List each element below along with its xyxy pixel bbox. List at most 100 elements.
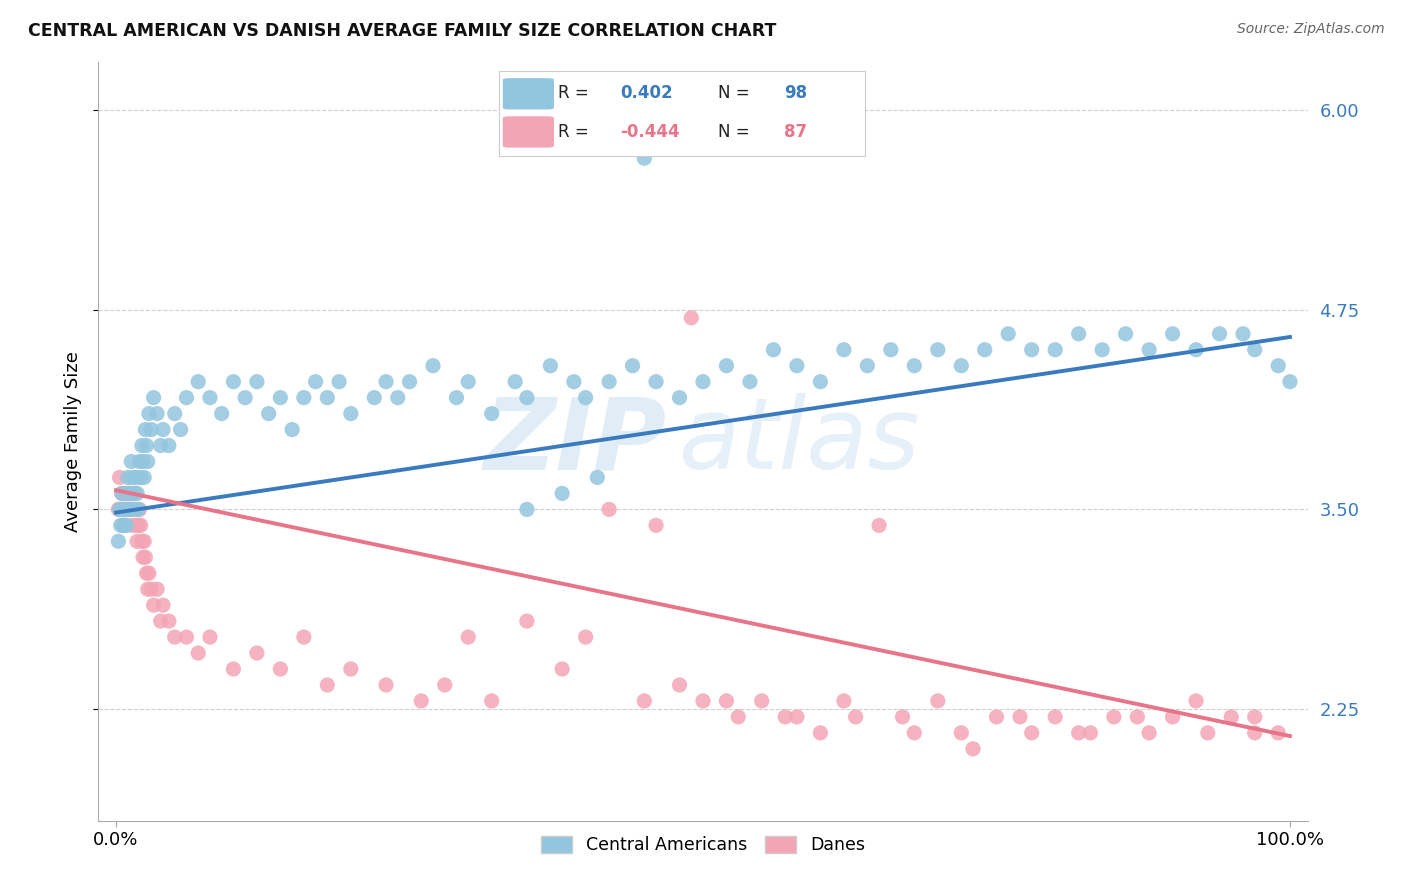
Text: CENTRAL AMERICAN VS DANISH AVERAGE FAMILY SIZE CORRELATION CHART: CENTRAL AMERICAN VS DANISH AVERAGE FAMIL… [28, 22, 776, 40]
Point [457, 630, 479, 644]
Point [845, 710, 868, 724]
Point [222, 375, 245, 389]
Point [551, 486, 574, 500]
Point [122, 502, 145, 516]
Text: N =: N = [718, 85, 749, 103]
Point [832, 343, 855, 357]
Point [304, 375, 326, 389]
Point [149, 438, 172, 452]
Point [112, 518, 135, 533]
Point [363, 391, 385, 405]
Point [927, 343, 949, 357]
Point [1021, 343, 1043, 357]
Point [1115, 326, 1137, 341]
Point [117, 486, 139, 500]
Point [633, 694, 655, 708]
Point [292, 391, 315, 405]
Point [316, 391, 339, 405]
Point [128, 502, 150, 516]
Point [107, 534, 129, 549]
Point [446, 391, 468, 405]
Point [1126, 710, 1149, 724]
Text: Source: ZipAtlas.com: Source: ZipAtlas.com [1237, 22, 1385, 37]
Point [786, 710, 808, 724]
Point [111, 486, 134, 500]
Point [163, 407, 186, 421]
Point [375, 375, 398, 389]
Point [973, 343, 995, 357]
Point [681, 310, 703, 325]
Point [575, 391, 598, 405]
Point [986, 710, 1008, 724]
Point [157, 438, 180, 452]
Point [751, 694, 773, 708]
Point [1067, 326, 1090, 341]
Point [152, 598, 174, 612]
Point [692, 375, 714, 389]
Point [1243, 710, 1265, 724]
Point [340, 407, 363, 421]
Point [176, 630, 198, 644]
Point [1008, 710, 1031, 724]
Point [129, 518, 152, 533]
Point [551, 662, 574, 676]
Point [169, 423, 191, 437]
Point [120, 454, 142, 468]
Point [716, 359, 738, 373]
Point [1267, 726, 1289, 740]
Point [340, 662, 363, 676]
Point [1021, 726, 1043, 740]
Point [134, 423, 156, 437]
Point [950, 359, 973, 373]
Point [645, 375, 668, 389]
Legend: Central Americans, Danes: Central Americans, Danes [534, 829, 872, 862]
Point [110, 518, 132, 533]
Point [962, 741, 984, 756]
Point [222, 662, 245, 676]
Point [1232, 326, 1254, 341]
Point [1137, 343, 1160, 357]
Point [112, 518, 135, 533]
Point [136, 582, 159, 597]
Point [142, 391, 165, 405]
Point [773, 710, 796, 724]
Point [292, 630, 315, 644]
Point [138, 407, 160, 421]
Point [692, 694, 714, 708]
Point [1091, 343, 1114, 357]
Point [233, 391, 256, 405]
Point [124, 502, 146, 516]
Point [950, 726, 973, 740]
Y-axis label: Average Family Size: Average Family Size [65, 351, 83, 532]
Point [114, 502, 136, 516]
Point [163, 630, 186, 644]
Point [110, 502, 132, 516]
Point [516, 391, 538, 405]
Text: R =: R = [558, 85, 588, 103]
Point [128, 454, 150, 468]
Point [134, 470, 156, 484]
Point [727, 710, 749, 724]
Point [152, 423, 174, 437]
Point [328, 375, 350, 389]
Point [125, 470, 148, 484]
Point [187, 375, 209, 389]
Point [1185, 343, 1208, 357]
Point [808, 726, 831, 740]
Text: -0.444: -0.444 [620, 122, 679, 141]
Point [538, 359, 561, 373]
Text: ZIP: ZIP [484, 393, 666, 490]
Point [575, 630, 598, 644]
Point [269, 391, 291, 405]
Point [716, 694, 738, 708]
Point [138, 566, 160, 581]
Point [124, 486, 146, 500]
Point [1043, 343, 1066, 357]
Point [516, 502, 538, 516]
Point [1043, 710, 1066, 724]
Point [149, 614, 172, 628]
Point [927, 694, 949, 708]
Point [141, 582, 163, 597]
Point [1161, 710, 1184, 724]
Point [127, 486, 149, 500]
